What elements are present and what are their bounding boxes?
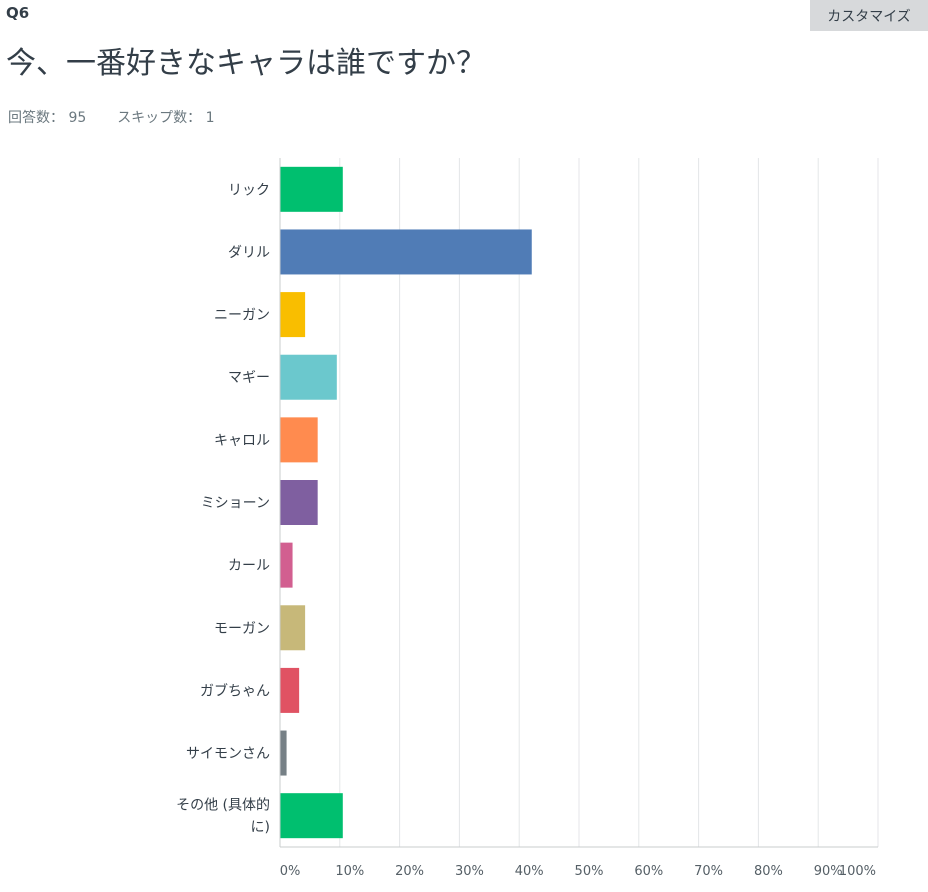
bar — [280, 166, 343, 212]
x-tick-label: 70% — [694, 864, 723, 879]
x-tick-label: 100% — [839, 864, 876, 879]
category-label: その他 (具体的 — [176, 798, 270, 814]
category-label: ダリル — [228, 245, 270, 261]
x-tick-label: 10% — [335, 864, 364, 879]
bar — [280, 417, 318, 463]
x-tick-label: 90% — [814, 864, 843, 879]
category-label: リック — [228, 182, 270, 198]
bar — [280, 354, 337, 400]
bar — [280, 292, 306, 338]
bar — [280, 480, 318, 525]
x-tick-label: 40% — [515, 864, 544, 879]
x-tick-label: 30% — [455, 864, 484, 879]
category-label: ガブちゃん — [200, 682, 270, 699]
x-tick-label: 20% — [395, 864, 424, 879]
category-label: に) — [251, 820, 270, 836]
x-tick-label: 80% — [754, 864, 783, 879]
bar — [280, 730, 287, 776]
category-label: キャロル — [214, 433, 270, 449]
x-tick-label: 60% — [634, 864, 663, 879]
bar — [280, 229, 532, 275]
question-title: 今、一番好きなキャラは誰ですか？ — [6, 46, 486, 81]
customize-button[interactable]: カスタマイズ — [810, 0, 928, 31]
bar — [280, 542, 293, 588]
bar — [280, 605, 306, 651]
category-label: ミショーン — [201, 496, 270, 512]
bar — [280, 793, 343, 839]
x-tick-label: 50% — [575, 864, 604, 879]
category-label: ニーガン — [214, 308, 270, 324]
answered-label: 回答数： — [8, 110, 64, 126]
answered-count: 95 — [68, 110, 87, 126]
category-label: モーガン — [214, 621, 270, 637]
skipped-label: スキップ数： — [117, 110, 202, 126]
response-stats: 回答数： 95 スキップ数： 1 — [8, 107, 215, 127]
category-label: マギー — [228, 370, 270, 386]
x-tick-label: 0% — [280, 864, 301, 879]
skipped-count: 1 — [205, 110, 215, 126]
category-label: カール — [228, 558, 270, 574]
category-label: サイモンさん — [186, 746, 270, 762]
bar — [280, 667, 300, 713]
question-number: Q6 — [6, 4, 30, 22]
